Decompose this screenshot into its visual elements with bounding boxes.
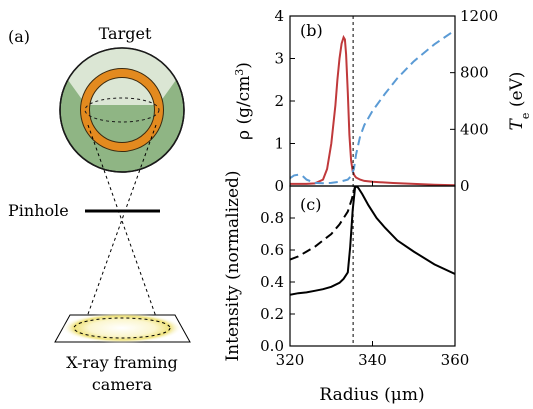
chart-c-ytick-label: 0.6 (260, 241, 284, 259)
panel-label-c: (c) (300, 195, 321, 214)
chart-b-series-density-line (290, 34, 455, 186)
camera-label-line2: camera (92, 375, 153, 394)
chart-b-ytick-right-label: 400 (460, 120, 489, 138)
chart-c-xlabel: Radius (μm) (319, 385, 424, 405)
pinhole-label: Pinhole (8, 201, 69, 220)
chart-c-ylabel: Intensity (normalized) (223, 170, 243, 361)
target-label: Target (99, 24, 152, 43)
chart-b-ytick-label: 1 (274, 135, 284, 153)
camera-label-line1: X-ray framing (66, 353, 177, 372)
chart-c-ytick-label: 0.0 (260, 337, 284, 355)
chart-b-series-temperature-line (290, 29, 455, 185)
chart-b: 0 1 2 3 4 0 400 800 1200 (b) ρ (g/cm3) Te (eV) (233, 7, 532, 195)
chart-b-ytick-label: 0 (274, 177, 284, 195)
chart-b-ytick-label: 3 (274, 50, 284, 68)
chart-b-ytick-right-label: 0 (460, 177, 470, 195)
chart-b-ylabel-right: Te (eV) (507, 72, 532, 131)
panel-label-b: (b) (300, 21, 323, 40)
camera-illustration (54, 313, 191, 343)
chart-b-ytick-label: 2 (274, 92, 284, 110)
chart-b-ytick-right-label: 800 (460, 64, 489, 82)
chart-c-xtick-label: 360 (441, 351, 470, 369)
chart-c-ytick-label: 0.8 (260, 209, 284, 227)
chart-b-ytick-right-label: 1200 (460, 7, 498, 25)
chart-c-series-dashed-line (290, 186, 357, 261)
chart-b-ytick-label: 4 (274, 7, 284, 25)
schematic-panel: (a) Target Pinhole X-ray framing camera (8, 24, 191, 394)
target-illustration (59, 47, 185, 173)
panel-label-a: (a) (8, 27, 30, 46)
chart-c-xtick-label: 340 (358, 351, 387, 369)
chart-c-xtick-label: 320 (276, 351, 305, 369)
chart-c-ytick-label: 0.4 (260, 273, 284, 291)
chart-b-ylabel: ρ (g/cm3) (233, 62, 255, 140)
chart-c-ytick-label: 0.2 (260, 305, 284, 323)
chart-c: 0.0 0.2 0.4 0.6 0.8 320 340 360 (c) Intensity (… (223, 170, 469, 405)
chart-b-frame (289, 15, 456, 187)
